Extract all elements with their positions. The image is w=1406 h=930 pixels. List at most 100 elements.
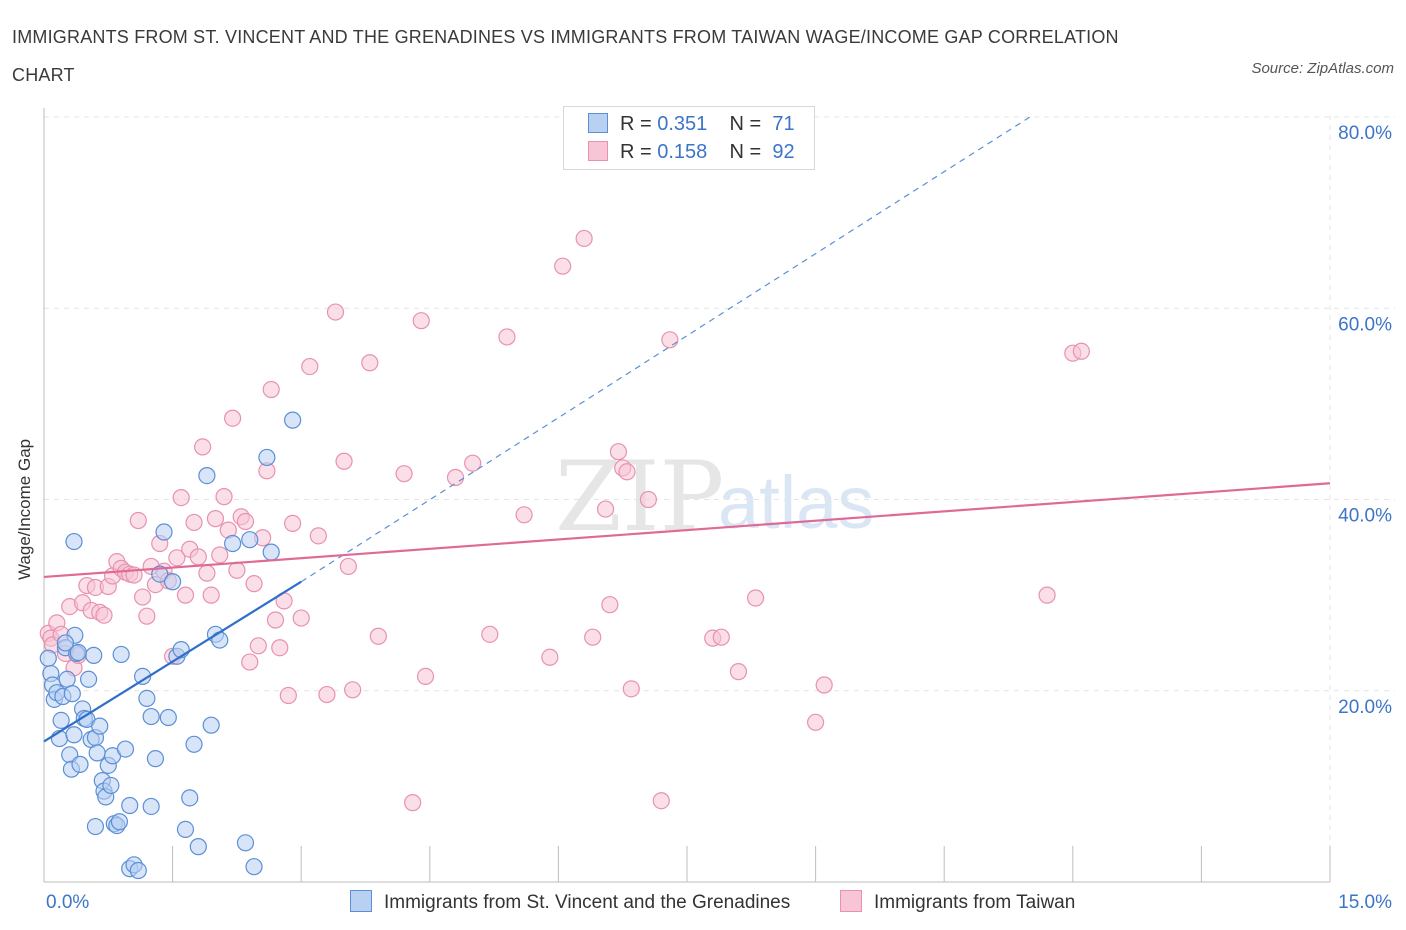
data-point [58,670,76,688]
data-point [1038,586,1056,604]
data-point [554,257,572,275]
data-point [661,331,679,349]
y-tick-label: 20.0% [1338,697,1392,718]
data-point [464,454,482,472]
legend-row-taiwan: R = 0.158 N = 92 [588,139,795,165]
chart-source: Source: ZipAtlas.com [1251,60,1394,77]
data-point [79,670,98,688]
data-point [326,303,345,321]
legend-r-value: 0.351 [657,113,708,135]
watermark-zip: ZIP [555,441,724,553]
data-point [65,726,83,744]
data-point [116,740,135,758]
data-point [335,452,353,470]
legend-r-label: R = [620,113,658,135]
data-point [339,557,357,576]
data-point [198,564,216,582]
data-point [639,490,658,509]
data-point [56,634,75,652]
data-point [142,797,160,816]
bottom-legend-label: Immigrants from Taiwan [874,892,1076,913]
tick-labels: 20.0% 40.0% 60.0% 80.0% 0.0% 15.0% [46,123,1392,913]
axes [43,108,1331,883]
data-point [361,354,379,372]
legend-r-label: R = [620,141,658,163]
trend-line [43,580,302,743]
data-point [498,328,516,346]
data-point [185,735,203,753]
data-point [309,527,327,545]
y-tick-label: 80.0% [1338,123,1392,144]
data-point [155,523,173,541]
legend-n-value: 92 [772,141,795,163]
data-point [176,586,195,604]
data-point [133,588,152,606]
data-point [1072,342,1090,360]
data-point [481,625,499,643]
data-point [151,565,169,583]
data-point [271,639,289,657]
data-point [211,546,229,564]
data-point [202,716,220,734]
data-point [88,744,106,762]
stats-legend: R = 0.351 N = 71 R = 0.158 N = 92 [563,106,815,170]
data-point [189,548,207,566]
data-point [63,685,81,703]
y-tick-label: 60.0% [1338,314,1392,335]
data-point [241,653,259,671]
data-point [279,686,297,705]
data-point [249,637,267,655]
data-point [541,648,559,666]
data-point [245,858,263,876]
legend-row-stvincent: R = 0.351 N = 71 [588,111,795,137]
y-axis-label: Wage/Income Gap [15,438,34,580]
data-point [159,708,177,727]
legend-n-value: 71 [772,113,795,135]
data-point [129,861,147,880]
data-point [65,532,83,551]
data-point [172,488,190,507]
bottom-legend-swatch-taiwan [840,890,862,912]
legend-swatch-stvincent [588,113,608,133]
data-point [515,506,533,524]
data-point [146,750,165,768]
trend-line [43,482,1331,579]
data-point [71,755,89,773]
data-point [262,380,280,399]
bottom-legend-swatch-stvincent [350,890,372,912]
data-point [198,466,216,485]
data-point [95,606,113,624]
data-point [85,646,103,664]
data-point [164,573,182,591]
watermark: ZIP atlas [555,441,874,553]
trend-lines [43,116,1331,743]
data-point [416,667,435,686]
data-point [138,607,156,625]
data-points [39,229,1090,880]
grid-lines [44,115,1395,882]
data-point [91,717,109,735]
legend-r-value: 0.158 [657,141,708,163]
data-point [112,645,130,664]
data-point [369,627,387,645]
chart-title: IMMIGRANTS FROM ST. VINCENT AND THE GREN… [12,27,1119,85]
data-point [601,596,619,614]
x-tick-label: 0.0% [46,892,89,913]
data-point [86,817,105,836]
data-point [284,411,302,429]
data-point [412,312,430,330]
data-point [746,589,765,607]
data-point [575,229,593,248]
data-point [258,448,276,467]
data-point [292,609,310,627]
legend-swatch-taiwan [588,141,608,161]
data-point [181,789,199,807]
data-point [215,488,233,506]
data-point [618,463,636,481]
data-point [584,628,602,646]
data-point [712,628,730,646]
data-point [110,813,129,831]
data-point [206,510,225,528]
data-point [189,838,207,856]
data-point [596,500,615,518]
